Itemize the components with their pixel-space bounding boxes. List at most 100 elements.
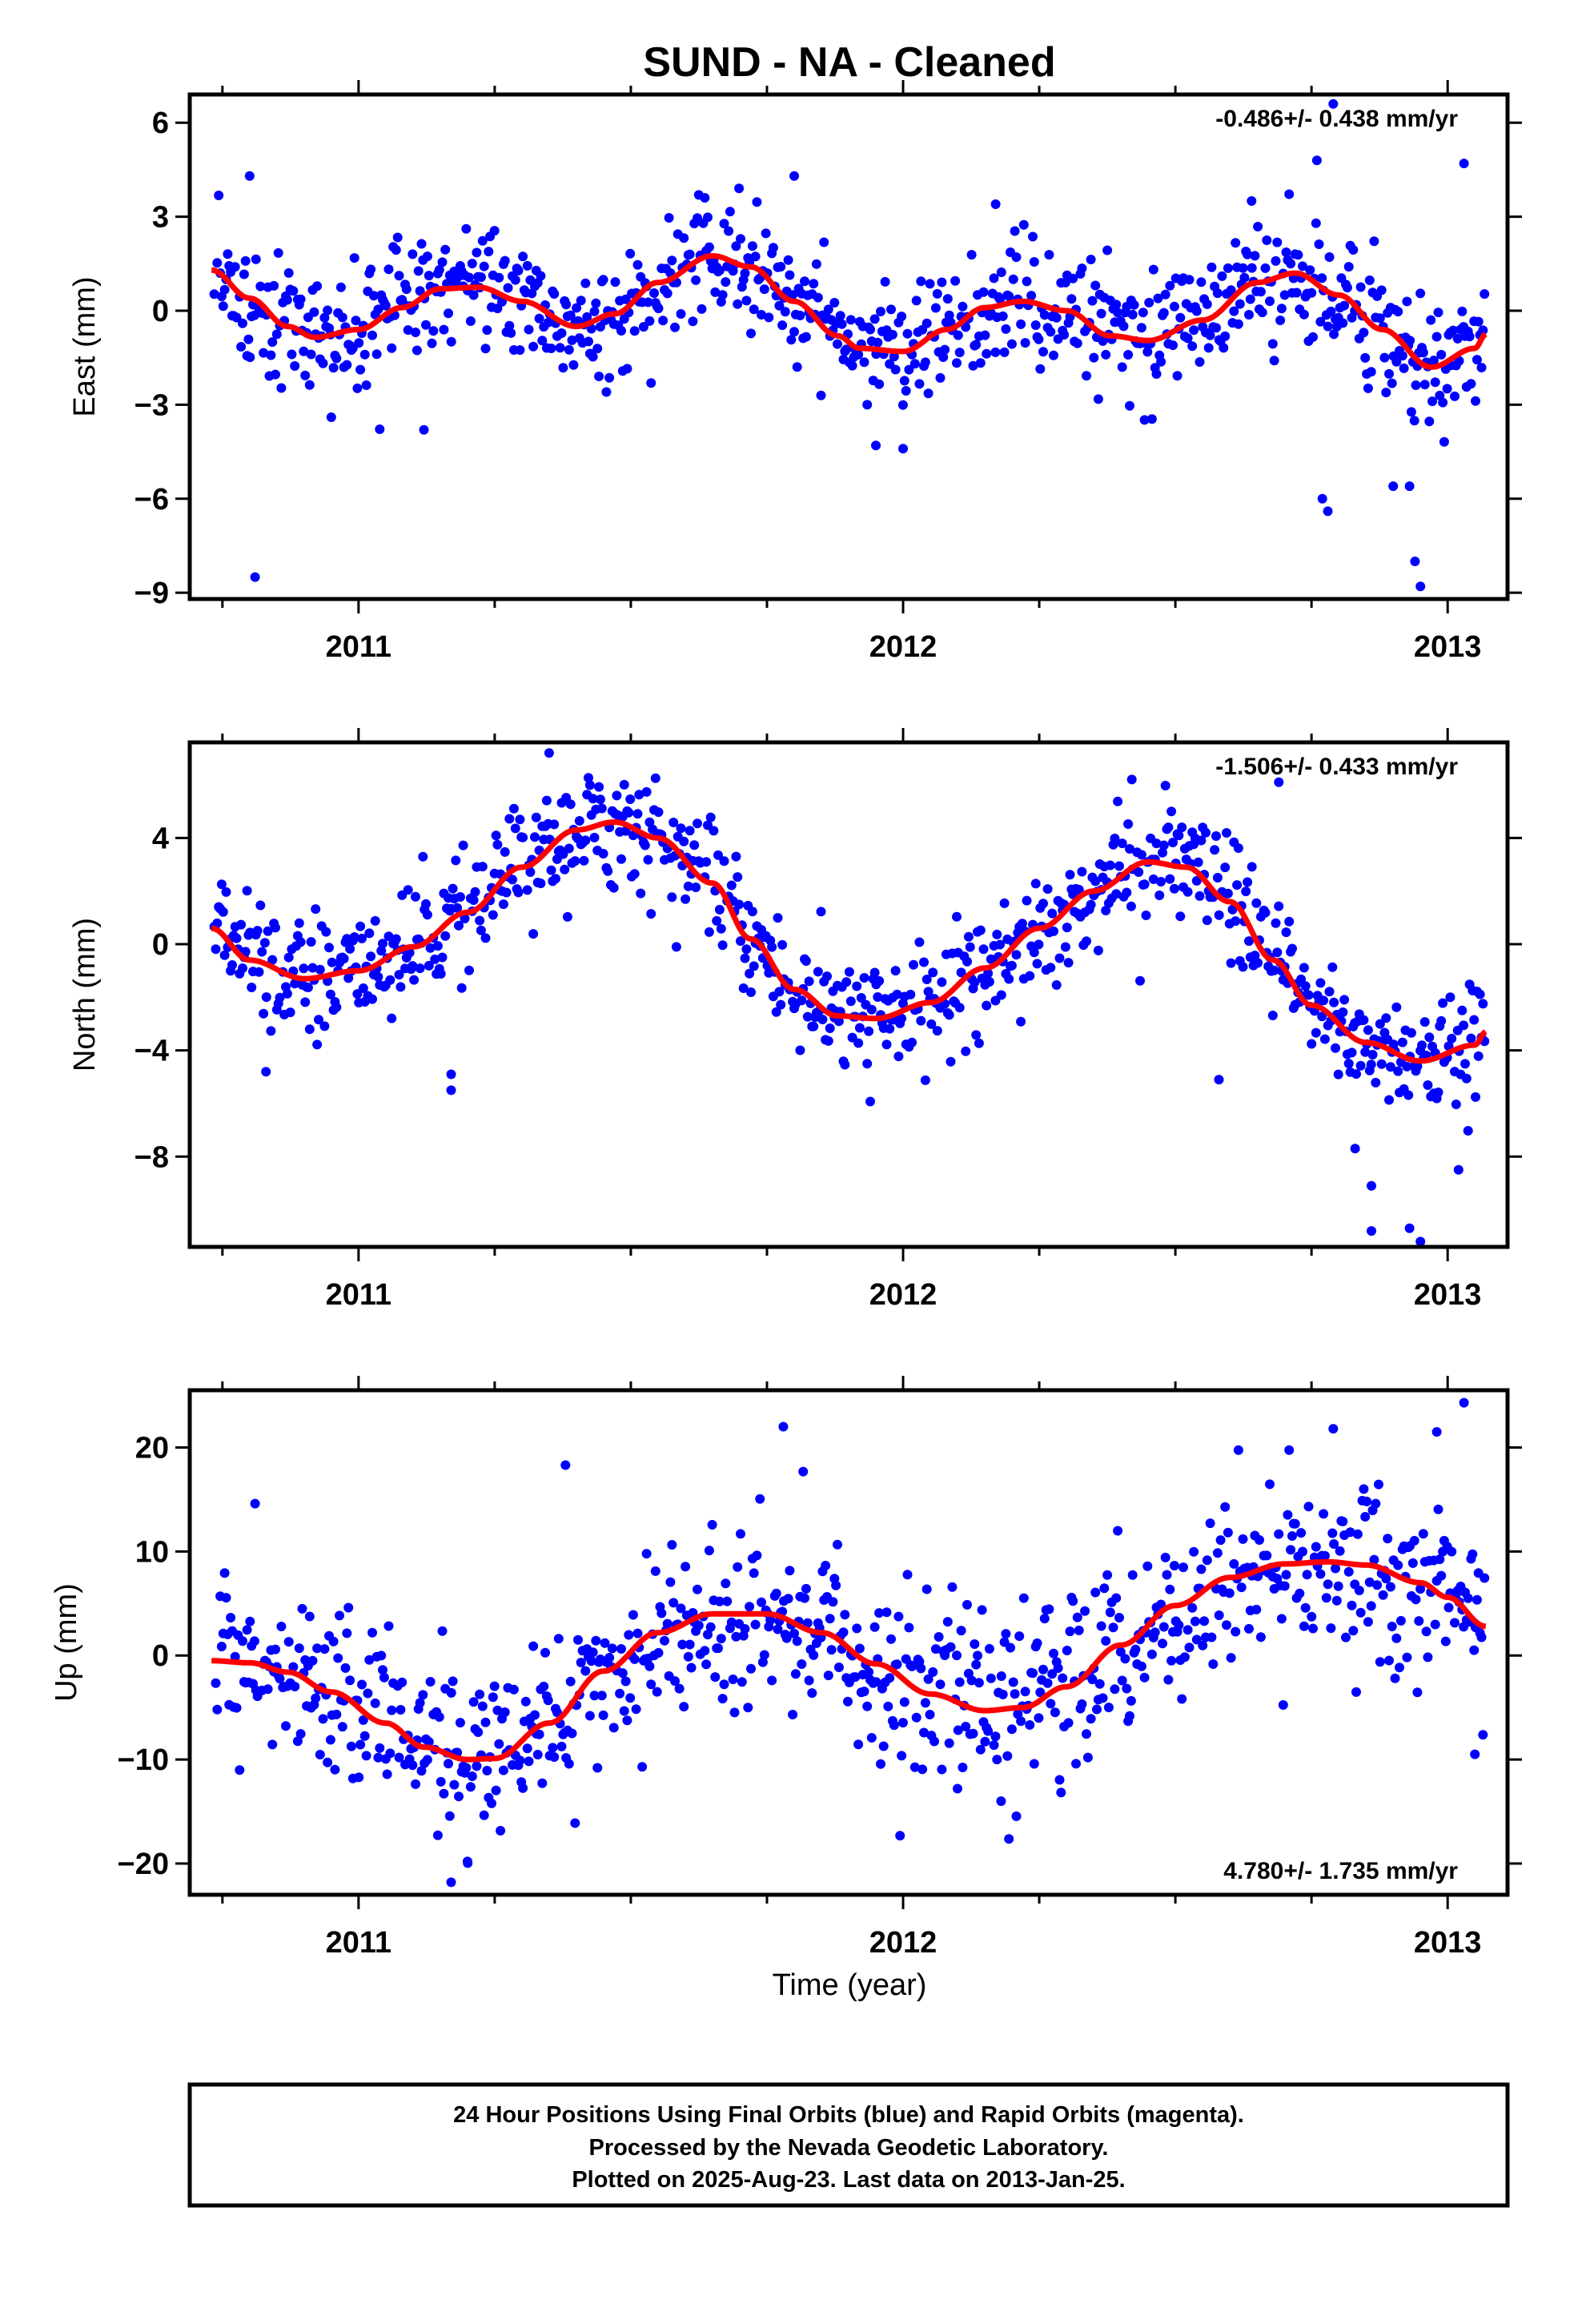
data-point — [932, 1026, 942, 1036]
data-point — [1165, 280, 1175, 291]
data-point — [653, 1647, 664, 1658]
data-point — [1431, 1427, 1442, 1437]
data-point — [1423, 1080, 1433, 1090]
data-point — [667, 1540, 677, 1550]
data-point — [536, 271, 546, 281]
data-point — [1430, 1619, 1440, 1630]
data-point — [1054, 1775, 1065, 1785]
data-point — [518, 832, 528, 842]
data-point — [1196, 1564, 1207, 1574]
data-point — [995, 294, 1005, 304]
data-point — [555, 343, 565, 353]
data-point — [1265, 296, 1275, 307]
data-point — [971, 340, 982, 350]
data-point — [604, 1653, 615, 1663]
data-point — [774, 300, 785, 311]
data-point — [935, 372, 946, 383]
data-point — [1062, 923, 1072, 933]
data-point — [804, 976, 814, 987]
data-point — [876, 1759, 885, 1769]
data-point — [656, 1608, 667, 1618]
data-point — [1341, 1632, 1351, 1642]
data-point — [1016, 319, 1026, 329]
data-point — [1158, 847, 1167, 858]
data-point — [506, 328, 516, 338]
data-point — [717, 1694, 728, 1704]
data-point — [953, 1725, 963, 1735]
data-point — [1291, 287, 1302, 298]
data-point — [1407, 1558, 1418, 1568]
data-point — [1089, 352, 1099, 363]
data-point — [1275, 316, 1286, 325]
data-point — [1129, 300, 1139, 310]
data-point — [418, 851, 428, 862]
data-point — [482, 325, 492, 336]
data-point — [1415, 581, 1426, 592]
data-point — [1153, 293, 1163, 304]
data-point — [1331, 1563, 1340, 1574]
data-point — [1068, 273, 1078, 283]
data-point — [1086, 1714, 1096, 1724]
data-point — [982, 348, 992, 359]
data-point — [1355, 1607, 1366, 1618]
data-point — [1359, 328, 1369, 338]
data-point — [537, 1778, 548, 1788]
data-point — [1020, 338, 1030, 348]
data-point — [1056, 1787, 1066, 1798]
data-point — [1303, 1502, 1314, 1512]
data-point — [373, 304, 383, 315]
data-point — [1360, 1047, 1371, 1057]
data-point — [783, 1594, 793, 1604]
data-point — [652, 1687, 662, 1697]
data-point — [461, 223, 472, 234]
data-point — [315, 1750, 325, 1759]
data-point — [508, 1684, 519, 1695]
data-point — [1151, 369, 1162, 379]
data-point — [1452, 333, 1463, 344]
data-point — [1111, 1593, 1122, 1603]
data-point — [460, 914, 470, 923]
data-point — [1419, 1017, 1430, 1027]
data-point — [383, 264, 394, 275]
data-point — [1298, 1546, 1307, 1557]
data-point — [1307, 1039, 1317, 1049]
data-point — [424, 1737, 434, 1747]
data-point — [306, 349, 316, 360]
data-point — [1016, 1716, 1026, 1727]
data-point — [425, 943, 436, 953]
data-point — [366, 951, 376, 962]
chart-title: SUND - NA - Cleaned — [643, 39, 1055, 86]
data-point — [1366, 367, 1376, 377]
data-point — [496, 1826, 506, 1835]
data-point — [1211, 323, 1221, 333]
data-point — [238, 963, 247, 973]
data-point — [480, 344, 491, 354]
data-point — [1445, 992, 1456, 1003]
data-point — [1319, 995, 1329, 1006]
data-point — [584, 336, 593, 347]
data-point — [1026, 291, 1037, 301]
data-point — [1355, 282, 1366, 292]
data-point — [1134, 867, 1144, 877]
data-point — [477, 862, 488, 872]
data-point — [700, 1646, 710, 1656]
data-point — [1038, 347, 1048, 357]
data-point — [916, 1015, 926, 1026]
data-point — [963, 931, 974, 942]
data-point — [885, 1023, 895, 1034]
data-point — [1274, 901, 1284, 911]
data-point — [570, 856, 580, 866]
data-point — [346, 1741, 356, 1751]
data-point — [999, 347, 1010, 357]
data-point — [432, 941, 443, 951]
data-point — [641, 1549, 652, 1559]
data-point — [236, 919, 247, 930]
data-point — [946, 1642, 956, 1652]
data-point — [319, 1021, 330, 1031]
data-point — [401, 284, 412, 295]
data-point — [624, 807, 634, 818]
data-point — [1284, 916, 1295, 927]
data-point — [498, 899, 508, 910]
data-point — [1214, 1075, 1224, 1085]
data-point — [370, 1698, 380, 1708]
